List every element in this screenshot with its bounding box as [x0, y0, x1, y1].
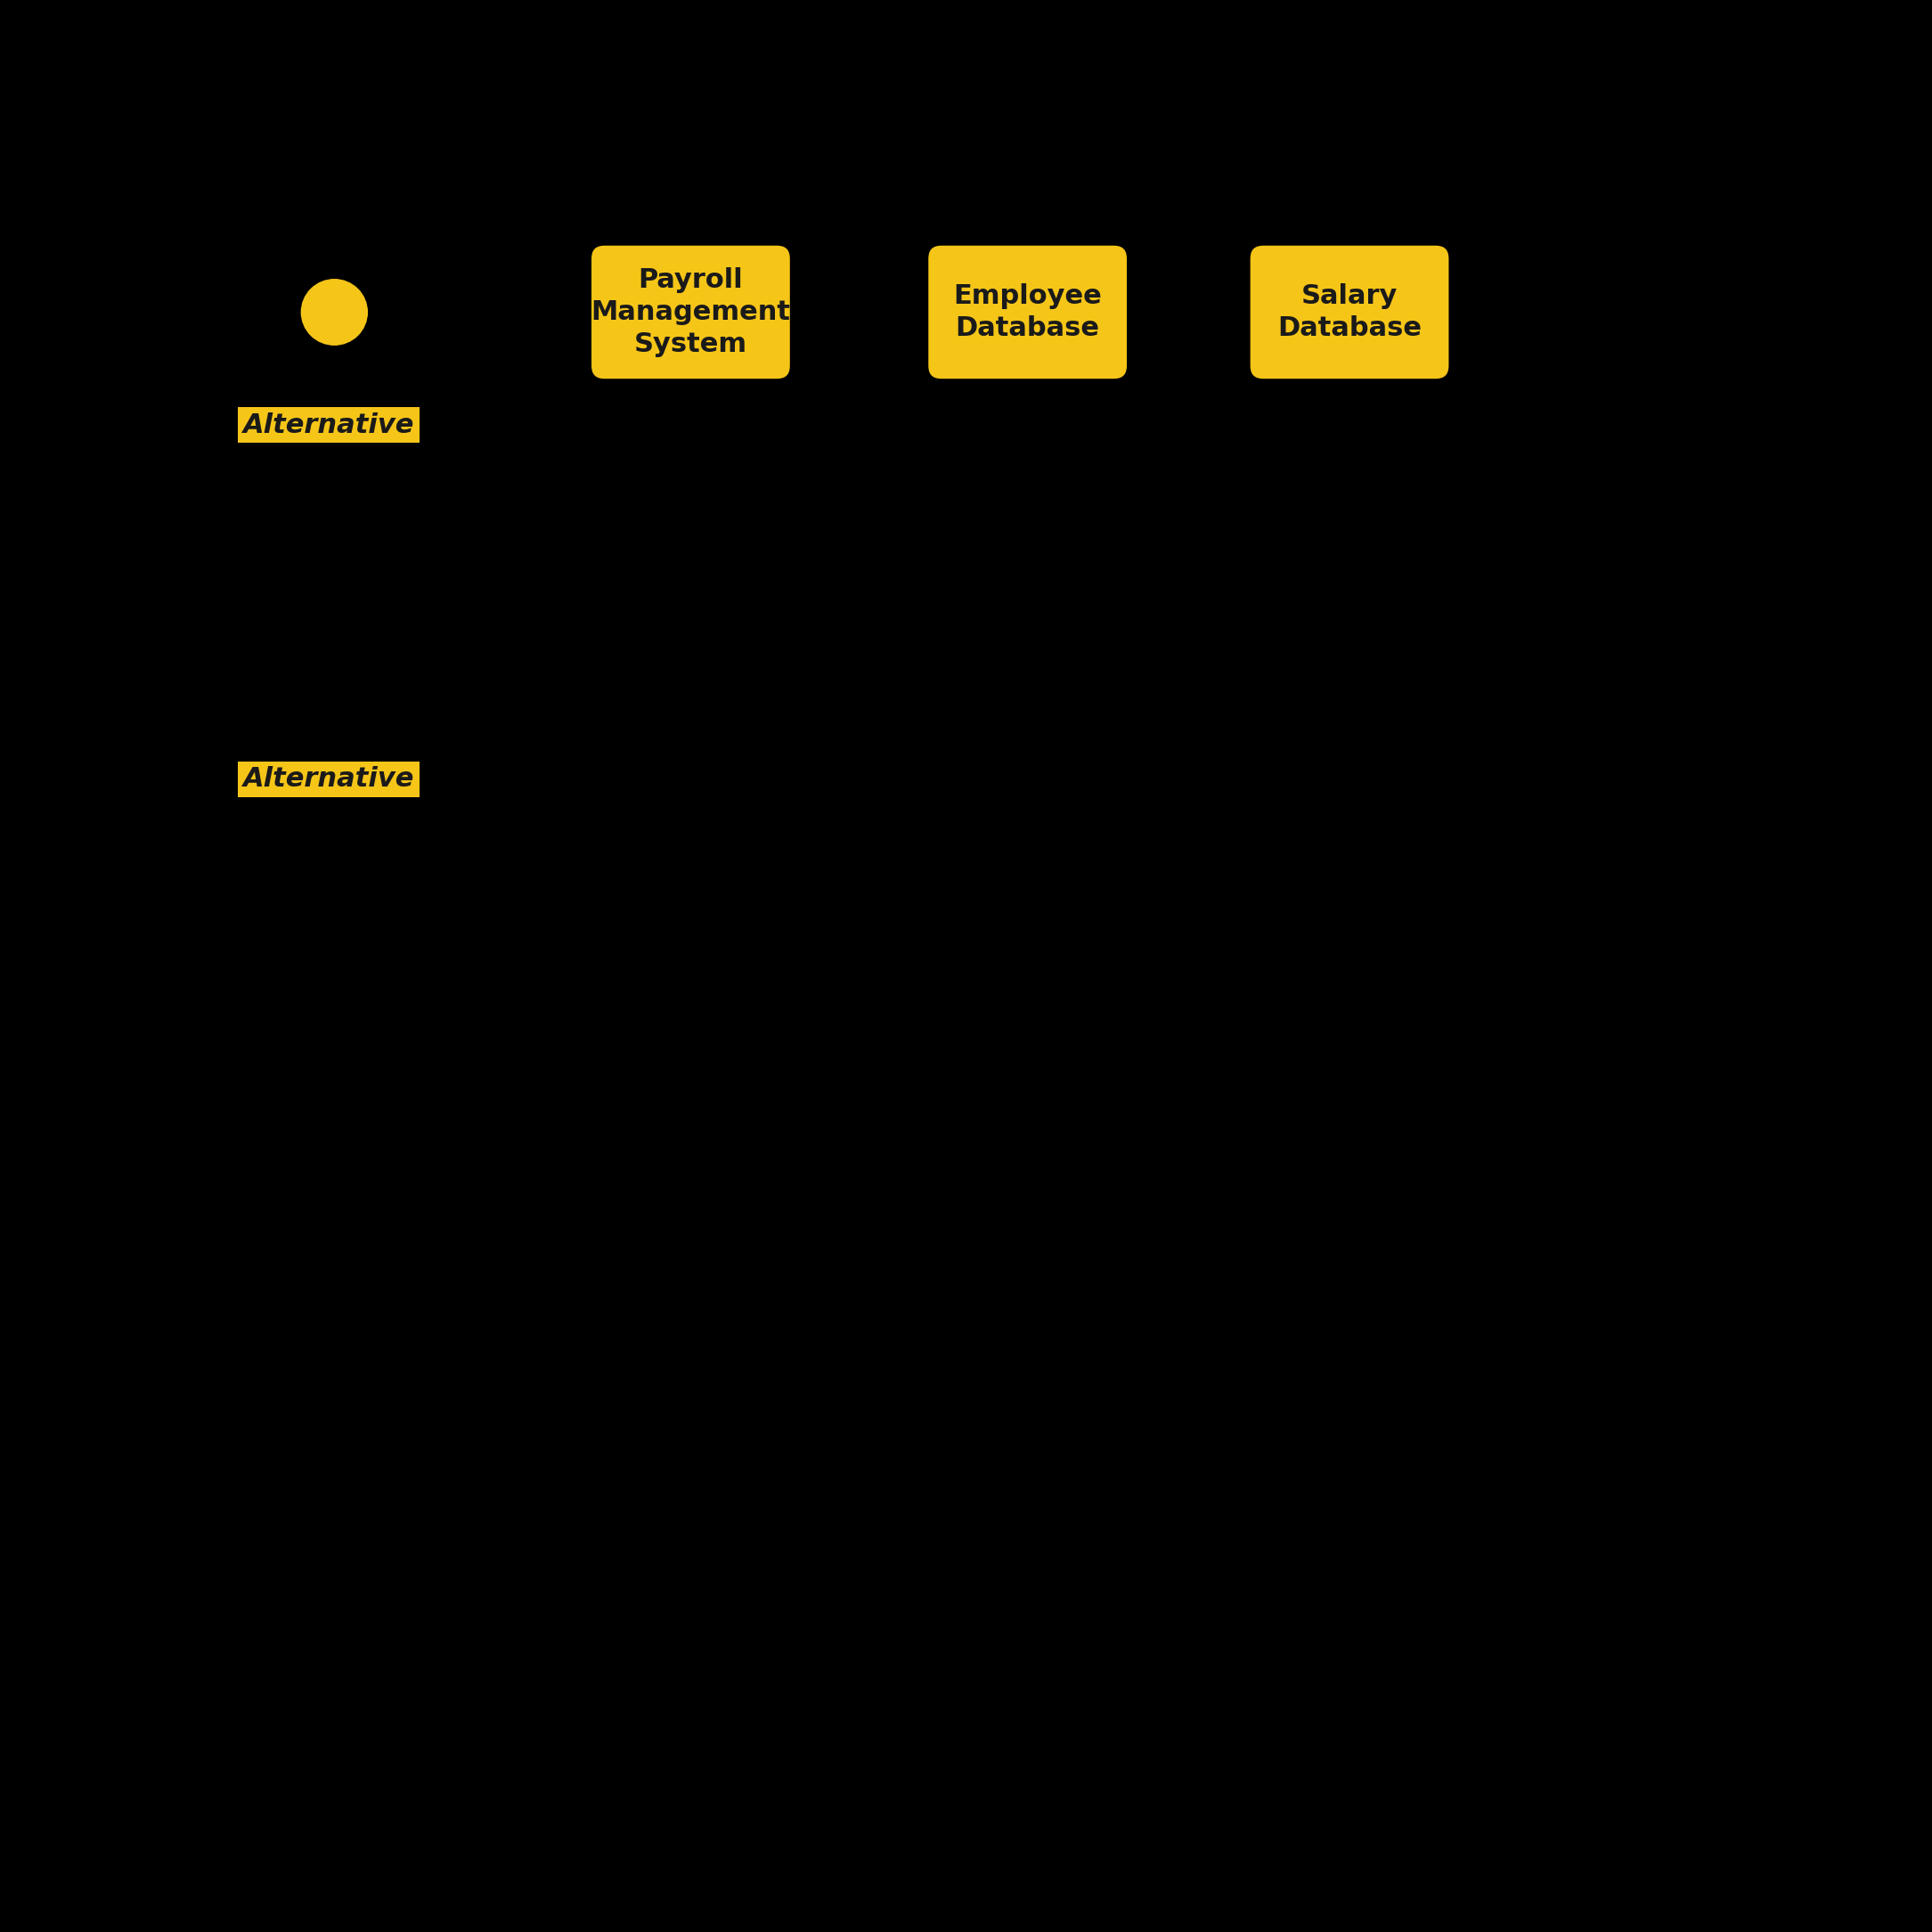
Text: Alternative: Alternative: [243, 412, 413, 439]
Circle shape: [301, 280, 367, 346]
FancyBboxPatch shape: [927, 243, 1128, 381]
Text: Payroll
Management
System: Payroll Management System: [591, 267, 790, 357]
Text: Employee
Database: Employee Database: [952, 284, 1101, 342]
FancyBboxPatch shape: [1248, 243, 1451, 381]
Text: Salary
Database: Salary Database: [1277, 284, 1422, 342]
Text: Alternative: Alternative: [243, 767, 413, 792]
FancyBboxPatch shape: [589, 243, 792, 381]
